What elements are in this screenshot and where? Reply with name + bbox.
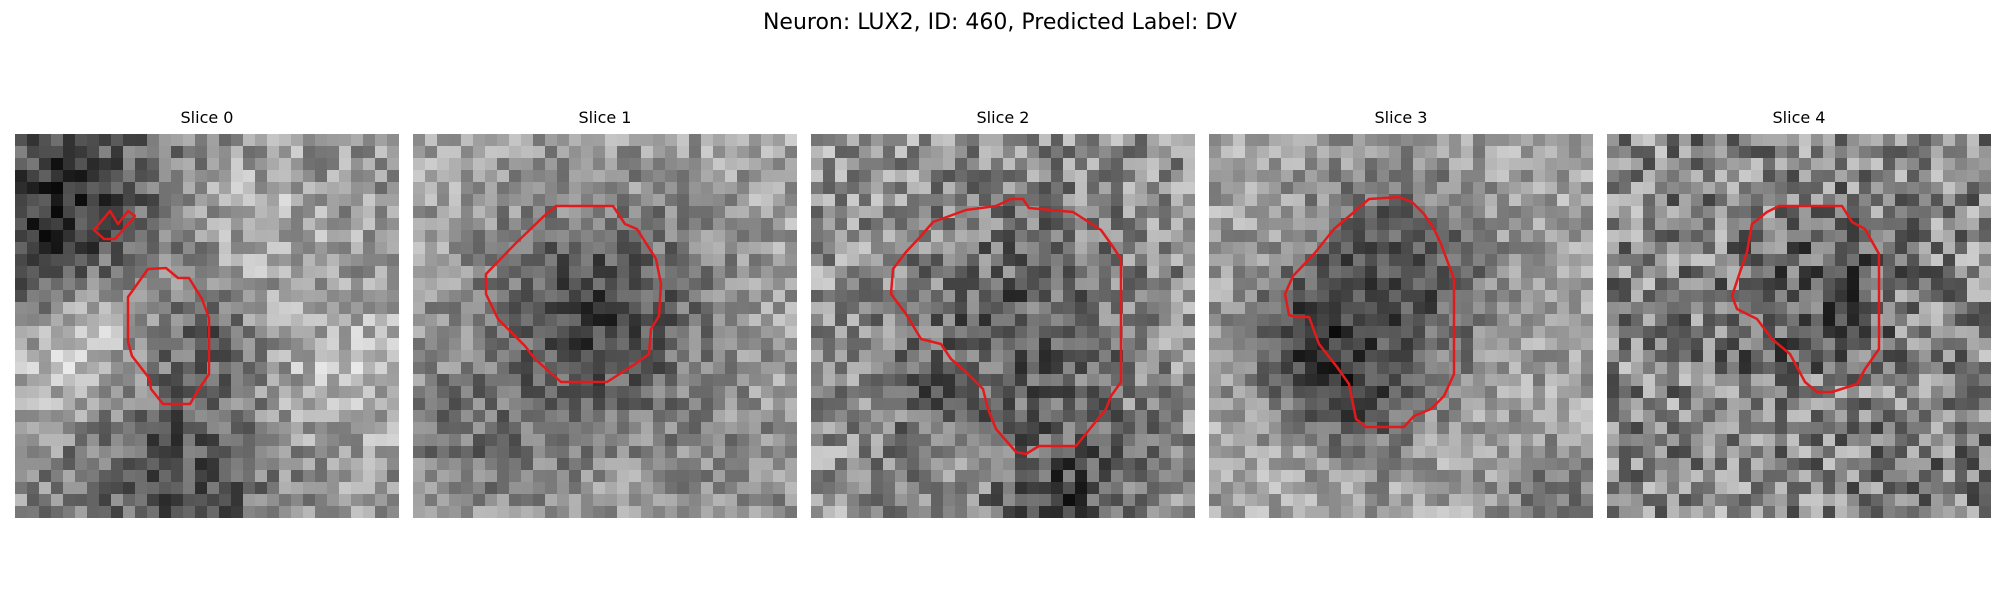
neuron-contour	[889, 197, 1123, 456]
neuron-contour	[1283, 195, 1456, 429]
slice-panel-2: Slice 2	[811, 108, 1195, 518]
slice-image	[15, 134, 399, 518]
neuron-contour	[1730, 204, 1881, 394]
slice-image	[1607, 134, 1991, 518]
neuron-contour	[484, 204, 663, 384]
slice-title: Slice 0	[180, 108, 234, 127]
slice-image	[811, 134, 1195, 518]
slice-title: Slice 3	[1374, 108, 1428, 127]
pixel-grid	[811, 134, 1195, 518]
slice-panel-1: Slice 1	[413, 108, 797, 518]
pixel-grid	[15, 134, 399, 518]
slice-image	[413, 134, 797, 518]
neuron-contour	[92, 209, 137, 241]
slice-panel-3: Slice 3	[1209, 108, 1593, 518]
pixel-grid	[1607, 134, 1991, 518]
pixel-grid	[1209, 134, 1593, 518]
slice-title: Slice 2	[976, 108, 1030, 127]
slice-title: Slice 4	[1772, 108, 1826, 127]
slice-panel-4: Slice 4	[1607, 108, 1991, 518]
slice-panel-0: Slice 0	[15, 108, 399, 518]
neuron-contour	[126, 266, 211, 406]
pixel-grid	[413, 134, 797, 518]
figure-title: Neuron: LUX2, ID: 460, Predicted Label: …	[762, 10, 1238, 35]
slice-title: Slice 1	[578, 108, 632, 127]
slice-image	[1209, 134, 1593, 518]
